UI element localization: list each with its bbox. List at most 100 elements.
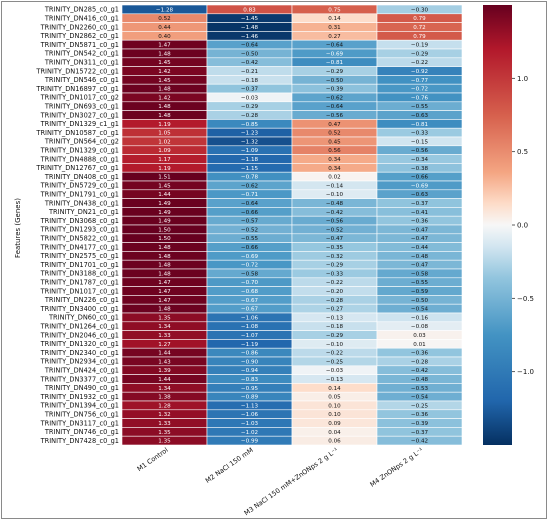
- cell-value-label: 1.34: [158, 324, 171, 330]
- cell-value-label: 1.48: [158, 245, 171, 251]
- cell-value-label: 1.19: [158, 122, 171, 128]
- row-label: TRINITY_DN3377_c0_g1: [40, 375, 119, 383]
- cell-value-label: −0.92: [411, 69, 428, 75]
- cell-value-label: 1.42: [158, 95, 170, 101]
- cell-value-label: 1.33: [158, 421, 171, 427]
- cell-value-label: −0.21: [241, 69, 259, 75]
- row-label: TRINITY_DN4888_c0_g1: [40, 155, 119, 163]
- cell-value-label: −0.28: [411, 359, 429, 365]
- cell-value-label: −0.36: [411, 219, 429, 225]
- cell-value-label: 0.05: [328, 395, 341, 401]
- cell-value-label: 1.48: [158, 254, 171, 260]
- column-label: M1 Control: [136, 446, 170, 473]
- cell-value-label: −0.19: [411, 43, 429, 49]
- row-label: TRINITY_DN542_c0_g1: [44, 50, 119, 58]
- row-label: TRINITY_DN756_c0_g1: [44, 411, 119, 419]
- cell-value-label: 0.27: [328, 34, 341, 40]
- cell-value-label: 1.44: [158, 192, 171, 198]
- row-label: TRINITY_DN5822_c0_g1: [40, 235, 119, 243]
- cell-value-label: 1.35: [158, 430, 171, 436]
- cell-value-label: 0.47: [328, 122, 341, 128]
- cell-value-label: −1.06: [241, 315, 259, 321]
- cell-value-label: −0.69: [411, 183, 429, 189]
- cell-value-label: −0.71: [241, 192, 259, 198]
- cell-value-label: 1.49: [158, 219, 171, 225]
- cell-value-label: 1.49: [158, 210, 171, 216]
- cell-value-label: −1.23: [241, 131, 259, 137]
- cell-value-label: −0.32: [326, 254, 343, 260]
- cell-value-label: −0.47: [411, 227, 429, 233]
- cell-value-label: −0.66: [411, 175, 429, 181]
- cell-value-label: 1.33: [158, 333, 171, 339]
- cell-value-label: −0.50: [241, 51, 259, 57]
- cell-value-label: −1.09: [241, 148, 259, 154]
- row-label: TRINITY_DN3027_c0_g1: [40, 111, 119, 119]
- cell-value-label: 0.10: [328, 412, 341, 418]
- cell-value-label: −0.48: [411, 377, 429, 383]
- cell-value-label: −0.86: [241, 351, 259, 357]
- cell-value-label: −0.41: [411, 210, 429, 216]
- cell-value-label: −0.62: [326, 95, 343, 101]
- cell-value-label: 1.35: [158, 439, 171, 445]
- cell-value-label: −0.22: [326, 351, 343, 357]
- cell-value-label: −0.10: [326, 342, 344, 348]
- row-label: TRINITY_DN60_c0_g1: [48, 314, 119, 322]
- row-label: TRINITY_DN1787_c0_g1: [40, 279, 119, 287]
- cell-value-label: 1.44: [158, 377, 171, 383]
- cell-value-label: −0.30: [411, 7, 429, 13]
- cell-value-label: 1.05: [158, 131, 171, 137]
- cell-value-label: −0.20: [326, 289, 344, 295]
- cell-value-label: 0.03: [413, 333, 426, 339]
- row-label: TRINITY_DN3068_c0_g1: [40, 217, 119, 225]
- cell-value-label: −0.47: [411, 236, 429, 242]
- cell-value-label: 1.38: [158, 395, 171, 401]
- cell-value-label: −0.27: [326, 307, 344, 313]
- cell-value-label: 1.32: [158, 412, 170, 418]
- cell-value-label: 1.09: [158, 148, 171, 154]
- cell-value-label: −1.18: [241, 157, 259, 163]
- cell-value-label: 1.48: [158, 307, 171, 313]
- cell-value-label: −0.22: [411, 60, 428, 66]
- cell-value-label: 1.51: [158, 175, 171, 181]
- cell-value-label: −0.08: [411, 324, 429, 330]
- cell-value-label: −0.64: [241, 201, 259, 207]
- cell-value-label: 0.09: [328, 421, 341, 427]
- cell-value-label: −0.56: [411, 148, 429, 154]
- cell-value-label: −0.34: [411, 157, 429, 163]
- cell-value-label: −0.63: [411, 192, 429, 198]
- column-label: M3 NaCl 150 mM+ZnONps 2 g L⁻¹: [243, 446, 340, 517]
- row-label: TRINITY_DN3400_c0_g1: [40, 305, 119, 313]
- cell-value-label: −0.67: [241, 298, 259, 304]
- cell-value-label: −0.81: [411, 122, 429, 128]
- row-label: TRINITY_DN1017_c0_g2: [40, 94, 119, 102]
- cell-value-label: 1.49: [158, 201, 171, 207]
- cell-value-label: 1.39: [158, 368, 171, 374]
- row-label: TRINITY_DN438_c0_g1: [44, 199, 119, 207]
- row-label: TRINITY_DN5729_c0_g1: [40, 182, 119, 190]
- cell-value-label: 1.48: [158, 87, 171, 93]
- row-label: TRINITY_DN3117_c0_g1: [40, 419, 119, 427]
- heatmap-cell: [376, 435, 463, 446]
- row-label: TRINITY_DN2260_c0_g1: [40, 23, 119, 31]
- cell-value-label: −0.33: [326, 271, 344, 277]
- cell-value-label: −0.69: [326, 51, 344, 57]
- cell-value-label: −0.48: [326, 201, 344, 207]
- cell-value-label: −0.33: [411, 131, 429, 137]
- row-label: TRINITY_DN1932_c0_g1: [40, 393, 119, 401]
- cell-value-label: −0.28: [241, 113, 259, 119]
- row-label: TRINITY_DN746_c0_g1: [44, 428, 119, 436]
- cell-value-label: −0.52: [241, 227, 258, 233]
- cell-value-label: 1.48: [158, 113, 171, 119]
- cell-value-label: −0.63: [411, 113, 429, 119]
- row-label: TRINITY_DN2340_c0_g1: [40, 349, 119, 357]
- cell-value-label: −0.36: [411, 351, 429, 357]
- row-label: TRINITY_DN311_c0_g1: [44, 59, 119, 67]
- cell-value-label: −0.76: [411, 95, 429, 101]
- cell-value-label: 0.75: [328, 7, 341, 13]
- cell-value-label: −0.77: [411, 78, 429, 84]
- cell-value-label: −0.81: [326, 60, 344, 66]
- cell-value-label: 1.47: [158, 298, 171, 304]
- cell-value-label: 0.52: [158, 16, 170, 22]
- cell-value-label: −0.16: [411, 315, 429, 321]
- cell-value-label: −0.59: [411, 289, 429, 295]
